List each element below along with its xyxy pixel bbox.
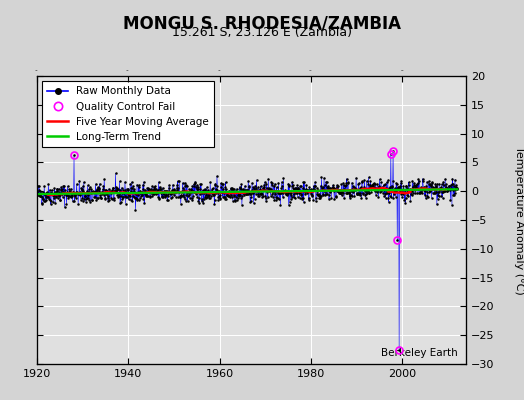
Legend: Raw Monthly Data, Quality Control Fail, Five Year Moving Average, Long-Term Tren: Raw Monthly Data, Quality Control Fail, … (42, 81, 214, 147)
Text: Berkeley Earth: Berkeley Earth (381, 348, 458, 358)
Y-axis label: Temperature Anomaly (°C): Temperature Anomaly (°C) (514, 146, 524, 294)
Text: 15.261 S, 23.126 E (Zambia): 15.261 S, 23.126 E (Zambia) (172, 26, 352, 39)
Text: MONGU S. RHODESIA/ZAMBIA: MONGU S. RHODESIA/ZAMBIA (123, 14, 401, 32)
